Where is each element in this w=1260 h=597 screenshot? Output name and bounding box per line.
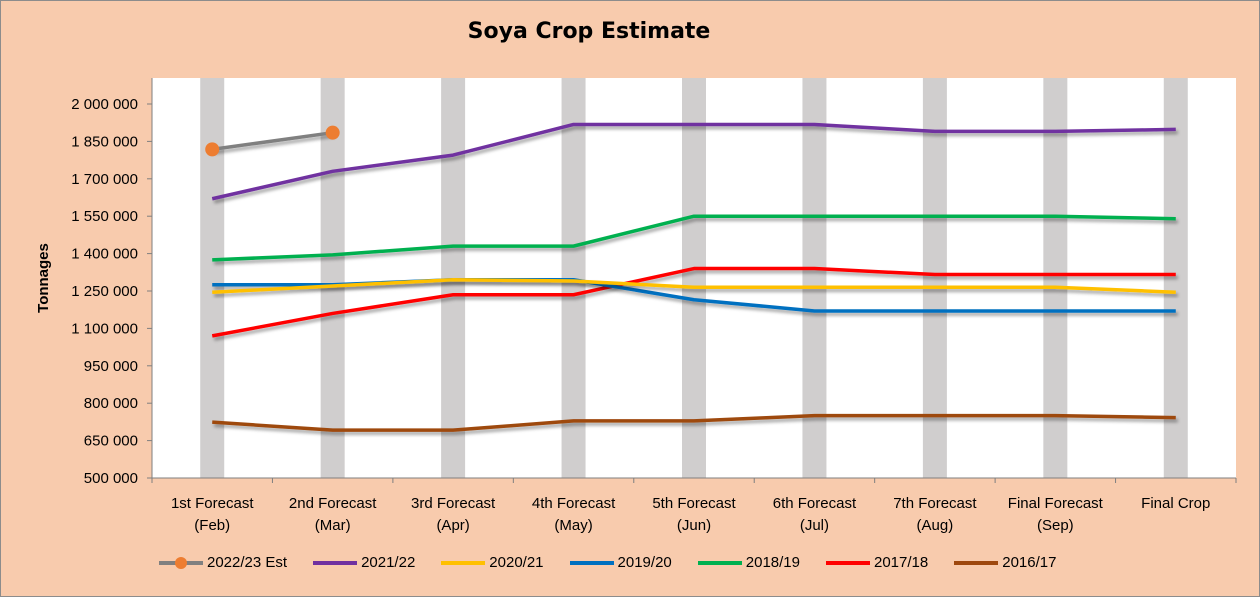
- legend-label: 2018/19: [745, 554, 800, 571]
- x-tick-label: 5th Forecast (Jun): [652, 495, 736, 534]
- column-band: [1043, 78, 1068, 478]
- column-band: [682, 78, 706, 478]
- series-line-2022-23-est: [211, 130, 333, 152]
- column-band: [922, 78, 947, 478]
- x-tick-label: Final Crop: [1141, 495, 1210, 512]
- y-tick-label: 650 000: [84, 433, 138, 450]
- legend-swatch: [697, 560, 742, 565]
- legend-swatch: [313, 560, 358, 565]
- y-tick-label: 1 100 000: [71, 320, 138, 337]
- legend-swatch: [954, 560, 999, 565]
- legend-item: 2019/20: [569, 554, 672, 571]
- y-tick-label: 800 000: [84, 395, 138, 412]
- x-tick-label: 4th Forecast (May): [532, 495, 616, 534]
- series-line-2016-17: [212, 413, 1176, 432]
- series-line-2020-21: [212, 278, 1176, 294]
- x-tick-label: 2nd Forecast (Mar): [289, 495, 377, 534]
- legend-swatch: [569, 560, 614, 565]
- legend-swatch: [826, 560, 870, 565]
- legend-label: 2019/20: [617, 554, 672, 571]
- legend-label: 2022/23 Est: [207, 554, 288, 571]
- y-tick-label: 950 000: [84, 358, 138, 375]
- column-band: [441, 78, 466, 478]
- legend-label: 2016/17: [1002, 554, 1057, 571]
- x-tick-label: 6th Forecast (Jul): [773, 495, 857, 534]
- y-tick-label: 2 000 000: [71, 96, 138, 113]
- chart-title: Soya Crop Estimate: [467, 19, 711, 44]
- legend-swatch: [441, 560, 486, 565]
- y-tick-label: 1 700 000: [71, 171, 138, 188]
- column-band: [561, 78, 586, 478]
- y-axis-title: Tonnages: [35, 243, 52, 313]
- legend-item: 2017/18: [826, 554, 928, 571]
- legend-marker: [175, 556, 187, 569]
- legend-item: 2020/21: [441, 554, 544, 571]
- legend: 2022/23 Est 2021/22 2020/21 2019/20 2018/19 2…: [159, 554, 1082, 571]
- x-tick-label: 7th Forecast (Aug): [893, 495, 977, 534]
- series-marker-2022-23-est: [325, 125, 340, 140]
- legend-item: 2021/22: [313, 554, 415, 571]
- series-line-2017-18: [211, 266, 1176, 338]
- y-tick-label: 1 250 000: [71, 283, 138, 300]
- legend-item: 2022/23 Est: [159, 554, 287, 571]
- series-marker-2022-23-est: [205, 142, 220, 157]
- legend-swatch: [159, 556, 203, 569]
- series-line-2021-22: [211, 122, 1176, 201]
- legend-label: 2021/22: [361, 554, 416, 571]
- column-band: [320, 78, 345, 478]
- column-band: [200, 78, 225, 478]
- series-line-2018-19: [212, 214, 1176, 262]
- legend-label: 2020/21: [489, 554, 544, 571]
- y-tick-label: 1 400 000: [71, 246, 138, 263]
- legend-item: 2018/19: [697, 554, 800, 571]
- column-band: [1163, 78, 1188, 478]
- legend-item: 2016/17: [954, 554, 1056, 571]
- column-band: [802, 78, 827, 478]
- legend-label: 2017/18: [874, 554, 929, 571]
- x-tick-label: 1st Forecast (Feb): [171, 495, 254, 534]
- y-tick-label: 1 550 000: [71, 208, 138, 225]
- y-tick-label: 500 000: [84, 470, 138, 487]
- y-tick-label: 1 850 000: [71, 133, 138, 150]
- x-tick-label: Final Forecast (Sep): [1008, 495, 1104, 534]
- x-tick-label: 3rd Forecast (Apr): [411, 495, 496, 534]
